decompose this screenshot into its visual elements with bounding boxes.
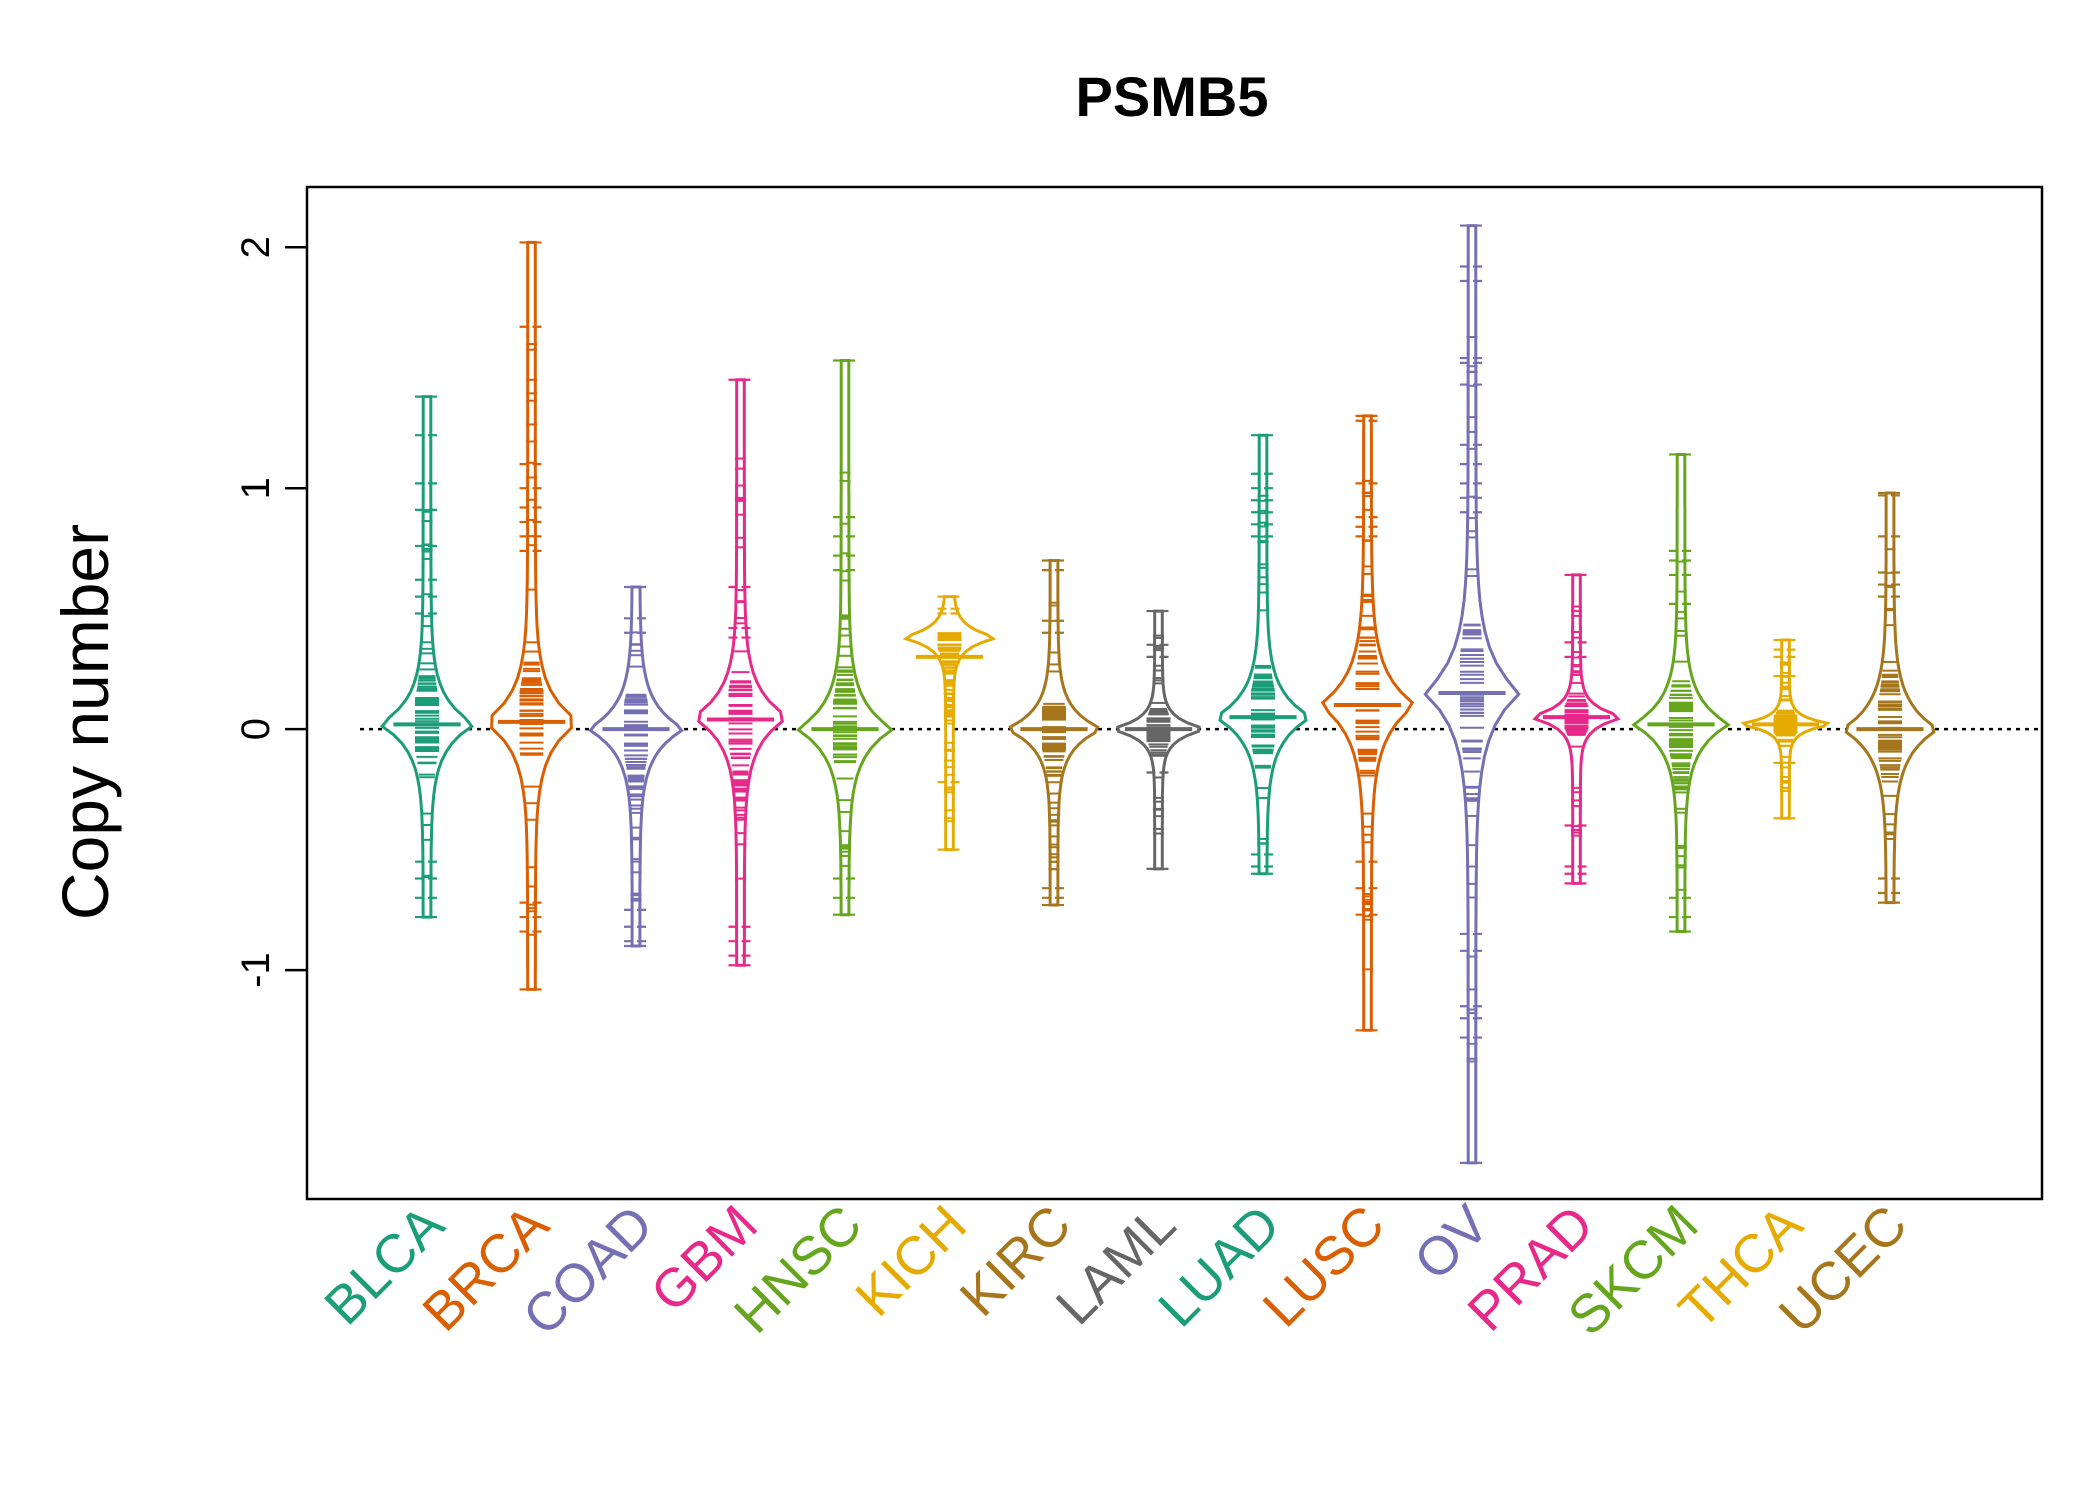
plot-frame (305, 185, 2044, 1201)
bean-ov (1423, 224, 1521, 1165)
bean-blca (380, 395, 474, 919)
x-tick-label-luad: LUAD (1147, 1194, 1291, 1338)
y-axis: -1 0 1 2 (234, 236, 307, 988)
bean-hnsc (795, 359, 895, 917)
bean-skcm (1631, 453, 1731, 933)
y-tick-label: -1 (234, 952, 278, 988)
bean-prad (1532, 573, 1621, 885)
bean-coad (588, 585, 684, 948)
bean-luad (1218, 433, 1308, 876)
bean-brca (490, 240, 573, 991)
y-tick-label: 2 (234, 236, 278, 258)
y-tick-label: 0 (234, 718, 278, 740)
bean-kirc (1008, 559, 1100, 907)
x-tick-label-lusc: LUSC (1252, 1194, 1396, 1338)
beans-group (380, 224, 1936, 1165)
bean-outline (1631, 453, 1731, 933)
bean-outline (490, 240, 573, 991)
bean-outline (1844, 491, 1936, 905)
y-axis-label: Copy number (48, 524, 122, 920)
bean-lusc (1320, 414, 1415, 1032)
bean-kich (902, 595, 997, 852)
y-tick-label: 1 (234, 477, 278, 499)
bean-ucec (1844, 491, 1936, 905)
bean-thca (1740, 638, 1831, 820)
bean-gbm (697, 378, 784, 967)
bean-laml (1116, 609, 1201, 871)
chart-title: PSMB5 (1076, 65, 1269, 128)
x-tick-label-kich: KICH (844, 1194, 978, 1328)
